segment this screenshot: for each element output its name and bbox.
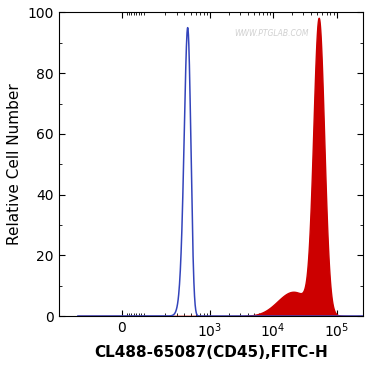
X-axis label: CL488-65087(CD45),FITC-H: CL488-65087(CD45),FITC-H xyxy=(94,345,328,360)
Text: WWW.PTGLAB.COM: WWW.PTGLAB.COM xyxy=(235,29,309,38)
Y-axis label: Relative Cell Number: Relative Cell Number xyxy=(7,83,22,245)
